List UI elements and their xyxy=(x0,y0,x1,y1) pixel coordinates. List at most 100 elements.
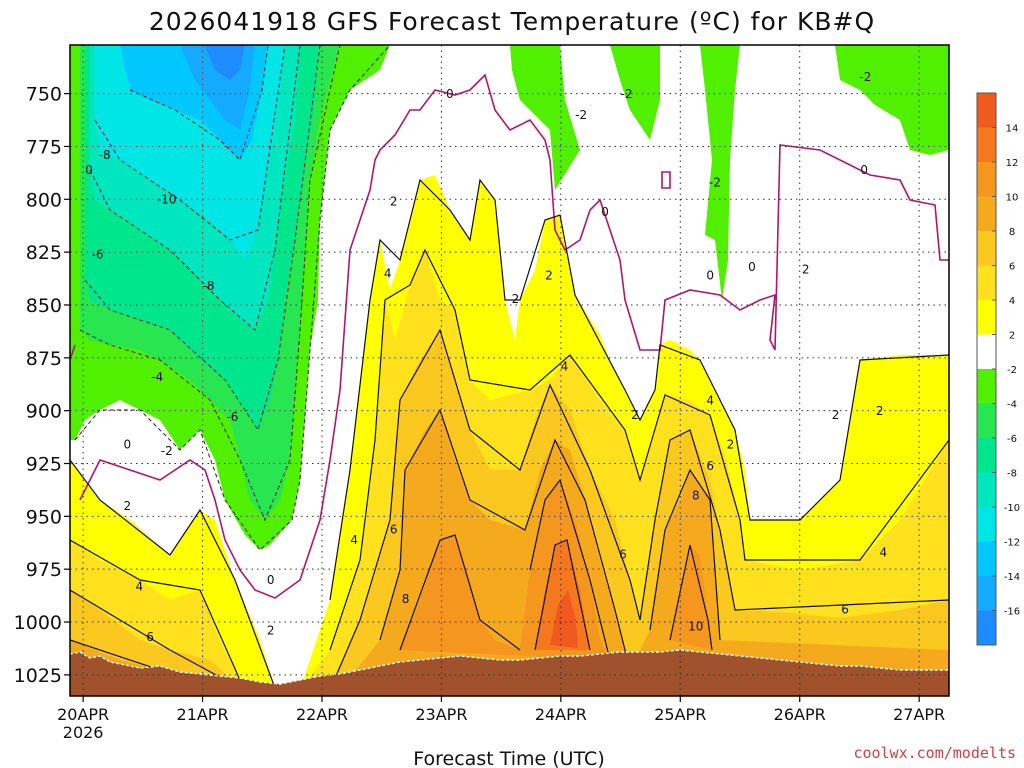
contour-label: -8 xyxy=(203,279,215,293)
colorbar-band xyxy=(977,196,996,232)
colorbar-band xyxy=(977,576,996,611)
y-tick-label: 850 xyxy=(26,295,62,317)
x-tick-label: 23APR xyxy=(415,705,467,724)
zero-isotherm-small-loop xyxy=(661,171,671,189)
colorbar-band xyxy=(977,231,996,266)
isotherm-10 xyxy=(399,478,713,661)
y-tick-label: 1025 xyxy=(14,665,62,687)
contour-labels: 0-8-10-6-8-4-60 -224602024468-2-202242426… xyxy=(85,70,887,644)
isotherm-4 xyxy=(70,248,949,681)
colorbar-band xyxy=(977,300,996,335)
y-tick-label: 825 xyxy=(26,242,62,264)
isotherm-2 xyxy=(70,178,949,689)
contour-label: 2 xyxy=(832,408,840,422)
contour-label: -2 xyxy=(621,87,633,101)
y-tick-label: 800 xyxy=(26,189,62,211)
isotherm-12 xyxy=(534,539,591,651)
colorbar-band xyxy=(977,93,996,128)
colorbar-tick-label: 6 xyxy=(1009,262,1015,273)
colorbar-band xyxy=(977,403,996,439)
plot-area xyxy=(70,45,949,696)
contour-label: 4 xyxy=(350,533,358,547)
colorbar-tick-label: -14 xyxy=(1004,572,1020,583)
y-tick-label: 750 xyxy=(26,84,62,106)
x-tick-label: 20APR xyxy=(57,705,109,724)
colorbar: 14 12 10 8 6 4 2 -2 -4 -6 -8 -10 -12 -14 -16 xyxy=(976,92,1020,646)
chart-title: 2026041918 GFS Forecast Temperature (ºC)… xyxy=(149,7,875,36)
temp-band-14-16 xyxy=(550,590,578,648)
y-tick-label: 900 xyxy=(26,401,62,423)
contour-label: 4 xyxy=(384,267,392,281)
temp-band-minus2-minus4-top xyxy=(510,45,580,190)
contour-label: -4 xyxy=(151,370,163,384)
contour-label: 8 xyxy=(402,592,410,606)
contour-label: 2 xyxy=(876,404,884,418)
temp-band-minus2-minus4-right xyxy=(700,45,740,300)
x-axis-label: Forecast Time (UTC) xyxy=(413,748,604,768)
colorbar-tick-label: -8 xyxy=(1007,469,1017,480)
contour-label: 0 xyxy=(706,269,714,283)
colorbar-tick-label: -12 xyxy=(1004,538,1020,549)
contour-label: 0 xyxy=(446,87,454,101)
colorbar-tick-label: -6 xyxy=(1007,434,1017,445)
contour-label: 2 xyxy=(802,262,810,276)
contour-label: -2 xyxy=(859,70,871,84)
colorbar-band xyxy=(977,162,996,197)
contour-label: -2 xyxy=(161,444,173,458)
contour-label: 2 xyxy=(727,438,735,452)
contour-label: -6 xyxy=(226,410,238,424)
y-tick-label: 975 xyxy=(26,559,62,581)
y-tick-label: 875 xyxy=(26,348,62,370)
contour-label: 0 xyxy=(124,438,132,452)
contour-label: -6 xyxy=(91,247,103,261)
contour-label: -2 xyxy=(709,176,721,190)
contour-label: -10 xyxy=(157,193,177,207)
contour-label: 8 xyxy=(692,488,700,502)
credit-text: coolwx.com/modelts xyxy=(853,744,1016,762)
colorbar-tick-label: 14 xyxy=(1006,124,1019,135)
terrain-surface-line xyxy=(70,649,949,685)
temp-band-minus2-minus4-mid xyxy=(610,45,660,140)
x-tick-sublabel: 2026 xyxy=(63,723,104,742)
y-tick-label: 950 xyxy=(26,506,62,528)
colorbar-tick-label: -16 xyxy=(1004,607,1020,618)
temp-band-minus16-minus18 xyxy=(205,45,245,80)
contour-label: 6 xyxy=(841,603,849,617)
contour-label: 0 xyxy=(601,205,609,219)
isotherm-minus6 xyxy=(84,45,321,432)
isotherm-minus4 xyxy=(79,45,341,522)
contour-label: 2 xyxy=(390,195,398,209)
x-tick-label: 24APR xyxy=(535,705,587,724)
colorbar-band xyxy=(977,472,996,508)
colorbar-band xyxy=(977,369,996,404)
y-tick-label: 1000 xyxy=(14,612,62,634)
y-tick-label: 775 xyxy=(26,136,62,158)
contour-label: 6 xyxy=(390,522,398,536)
contour-label: 4 xyxy=(879,546,887,560)
colorbar-tick-label: 8 xyxy=(1009,227,1015,238)
contour-label: 6 xyxy=(619,548,627,562)
contour-label: 0 xyxy=(85,163,93,177)
contour-label: -8 xyxy=(99,148,111,162)
colorbar-tick-label: -10 xyxy=(1004,503,1020,514)
colorbar-band xyxy=(977,127,996,163)
contour-label: 0 xyxy=(267,573,275,587)
x-tick-label: 26APR xyxy=(774,705,826,724)
colorbar-tick-label: -4 xyxy=(1007,400,1017,411)
contour-label: 6 xyxy=(146,630,154,644)
colorbar-band xyxy=(977,334,996,370)
contour-label: 0 xyxy=(860,163,868,177)
contour-label: 0 xyxy=(748,260,756,274)
x-tick-label: 27APR xyxy=(893,705,945,724)
terrain-ground xyxy=(70,650,949,696)
x-tick-label: 21APR xyxy=(177,705,229,724)
contour-label: 4 xyxy=(135,579,143,593)
colorbar-band xyxy=(977,507,996,542)
grid xyxy=(70,45,949,696)
colorbar-tick-label: 4 xyxy=(1009,296,1015,307)
isotherm-minus12 xyxy=(129,45,269,161)
colorbar-tick-label: 10 xyxy=(1006,193,1019,204)
contour-label: 2 xyxy=(545,269,553,283)
colorbar-tick-label: 2 xyxy=(1009,331,1015,342)
temp-band-6-8 xyxy=(70,330,949,696)
